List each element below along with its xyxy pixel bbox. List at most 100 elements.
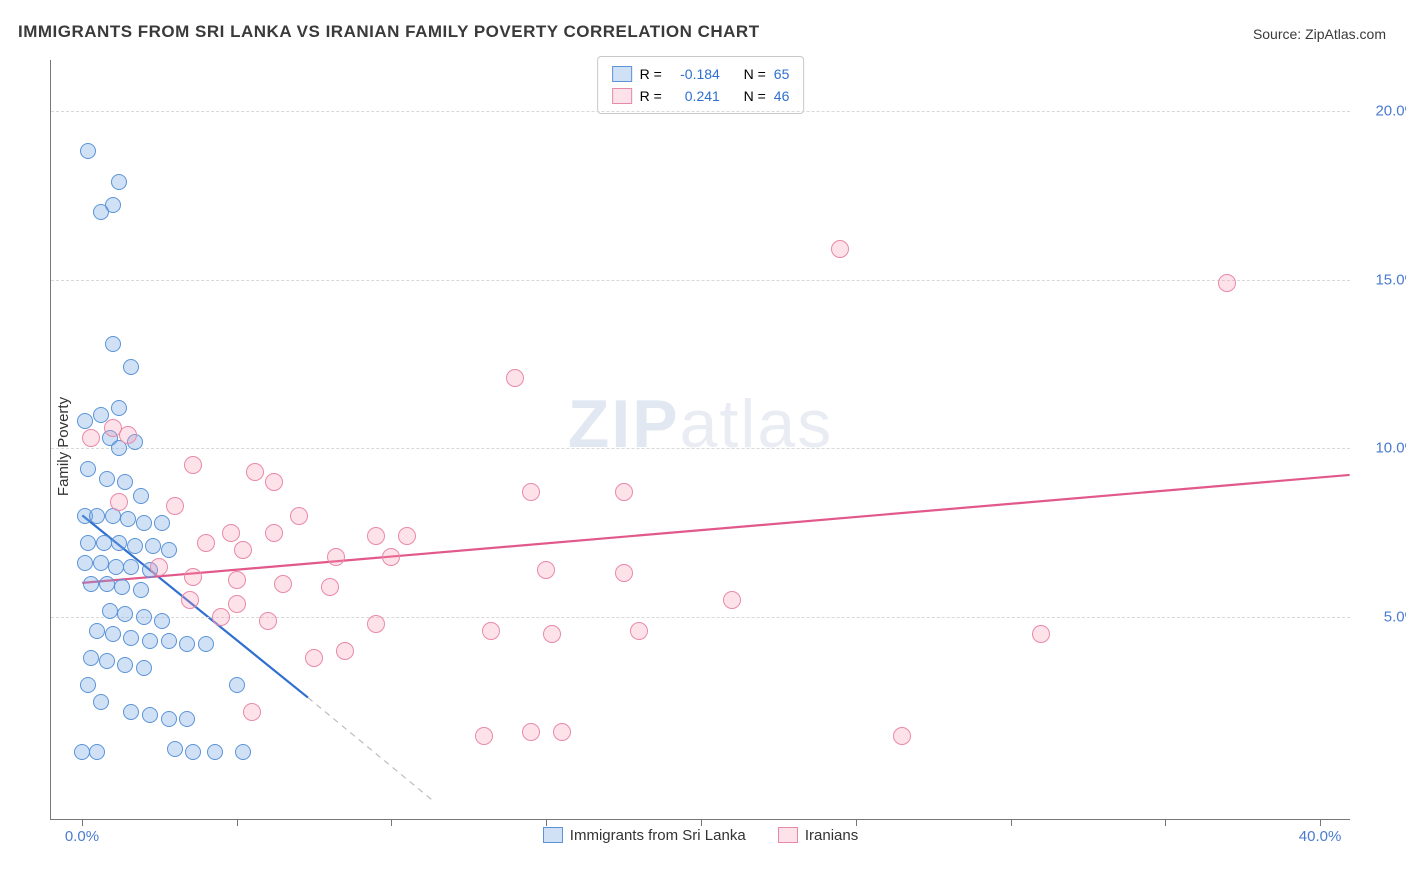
n-value-1: 65	[774, 63, 790, 85]
data-point	[537, 561, 555, 579]
data-point	[89, 623, 105, 639]
data-point	[630, 622, 648, 640]
data-point	[274, 575, 292, 593]
correlation-legend: R = -0.184 N = 65 R = 0.241 N = 46	[597, 56, 805, 114]
data-point	[475, 727, 493, 745]
data-point	[117, 657, 133, 673]
data-point	[136, 609, 152, 625]
data-point	[133, 582, 149, 598]
data-point	[615, 483, 633, 501]
data-point	[553, 723, 571, 741]
swatch-iranians	[612, 88, 632, 104]
data-point	[327, 548, 345, 566]
data-point	[382, 548, 400, 566]
r-value-2: 0.241	[670, 85, 720, 107]
data-point	[111, 400, 127, 416]
data-point	[166, 497, 184, 515]
x-tickmark	[1165, 819, 1166, 826]
data-point	[96, 535, 112, 551]
x-tick-label: 40.0%	[1299, 828, 1342, 845]
data-point	[82, 429, 100, 447]
data-point	[127, 538, 143, 554]
data-point	[123, 630, 139, 646]
data-point	[74, 744, 90, 760]
legend-item-sri-lanka: Immigrants from Sri Lanka	[543, 827, 746, 844]
data-point	[1218, 274, 1236, 292]
scatter-plot: ZIPatlas R = -0.184 N = 65 R = 0.241 N =…	[50, 60, 1350, 820]
data-point	[114, 579, 130, 595]
data-point	[117, 606, 133, 622]
data-point	[142, 633, 158, 649]
data-point	[207, 744, 223, 760]
data-point	[234, 541, 252, 559]
source-attribution: Source: ZipAtlas.com	[1253, 26, 1386, 42]
data-point	[243, 703, 261, 721]
data-point	[197, 534, 215, 552]
data-point	[99, 576, 115, 592]
x-tickmark	[546, 819, 547, 826]
data-point	[228, 595, 246, 613]
data-point	[1032, 625, 1050, 643]
data-point	[161, 633, 177, 649]
data-point	[93, 555, 109, 571]
swatch-icon	[543, 827, 563, 843]
y-tick-label: 5.0%	[1384, 609, 1406, 626]
x-tickmark	[391, 819, 392, 826]
series-legend: Immigrants from Sri Lanka Iranians	[51, 827, 1350, 848]
data-point	[290, 507, 308, 525]
data-point	[80, 461, 96, 477]
data-point	[615, 564, 633, 582]
data-point	[181, 591, 199, 609]
data-point	[133, 488, 149, 504]
data-point	[99, 653, 115, 669]
data-point	[111, 535, 127, 551]
gridline	[51, 280, 1350, 281]
data-point	[117, 474, 133, 490]
data-point	[228, 571, 246, 589]
data-point	[336, 642, 354, 660]
data-point	[367, 527, 385, 545]
legend-row-1: R = -0.184 N = 65	[612, 63, 790, 85]
data-point	[105, 626, 121, 642]
data-point	[77, 555, 93, 571]
data-point	[154, 515, 170, 531]
watermark: ZIPatlas	[568, 385, 833, 463]
data-point	[93, 204, 109, 220]
data-point	[150, 558, 168, 576]
y-tick-label: 10.0%	[1375, 440, 1406, 457]
data-point	[105, 336, 121, 352]
data-point	[93, 694, 109, 710]
data-point	[83, 650, 99, 666]
source-label: Source:	[1253, 26, 1305, 42]
data-point	[154, 613, 170, 629]
data-point	[145, 538, 161, 554]
legend-item-iranians: Iranians	[778, 827, 858, 844]
data-point	[185, 744, 201, 760]
data-point	[80, 143, 96, 159]
data-point	[723, 591, 741, 609]
data-point	[111, 174, 127, 190]
gridline	[51, 617, 1350, 618]
data-point	[265, 473, 283, 491]
data-point	[321, 578, 339, 596]
gridline	[51, 448, 1350, 449]
data-point	[80, 677, 96, 693]
data-point	[136, 515, 152, 531]
data-point	[179, 636, 195, 652]
data-point	[142, 707, 158, 723]
data-point	[89, 508, 105, 524]
data-point	[229, 677, 245, 693]
data-point	[102, 603, 118, 619]
data-point	[235, 744, 251, 760]
legend-row-2: R = 0.241 N = 46	[612, 85, 790, 107]
data-point	[120, 511, 136, 527]
data-point	[184, 456, 202, 474]
x-tickmark	[1011, 819, 1012, 826]
data-point	[398, 527, 416, 545]
x-tickmark	[82, 819, 83, 826]
x-tickmark	[701, 819, 702, 826]
data-point	[161, 711, 177, 727]
source-name: ZipAtlas.com	[1305, 26, 1386, 42]
data-point	[212, 608, 230, 626]
data-point	[83, 576, 99, 592]
